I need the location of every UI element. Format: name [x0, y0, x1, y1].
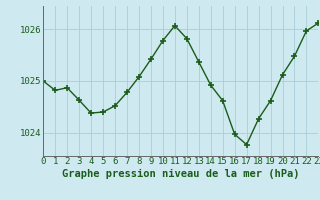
X-axis label: Graphe pression niveau de la mer (hPa): Graphe pression niveau de la mer (hPa)	[62, 169, 300, 179]
